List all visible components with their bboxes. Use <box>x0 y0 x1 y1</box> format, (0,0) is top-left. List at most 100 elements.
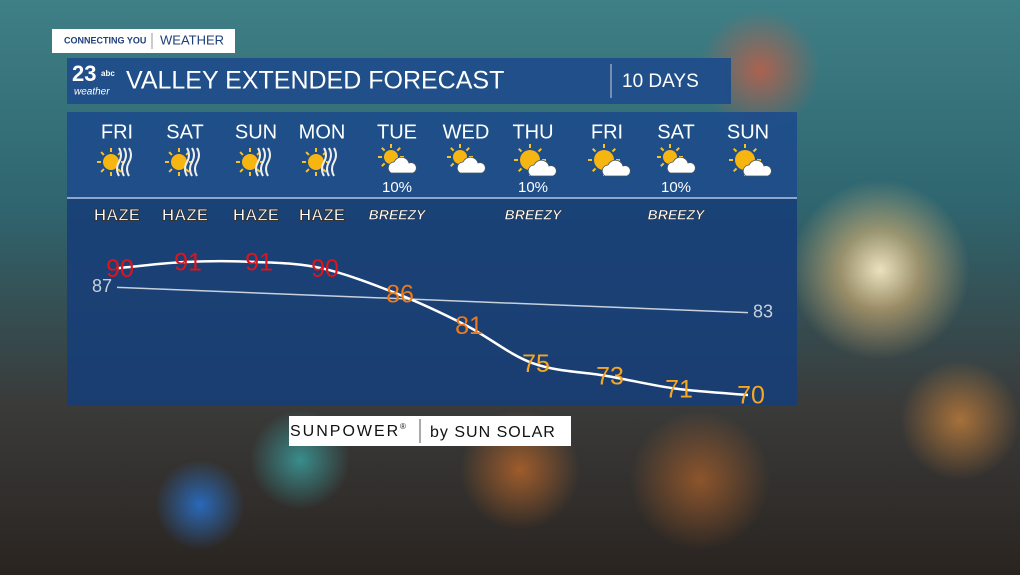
sun-ray <box>322 168 327 173</box>
haze-line <box>255 147 261 177</box>
temperature-label: 90 <box>311 255 339 283</box>
condition: BREEZY <box>505 207 563 223</box>
sun <box>103 154 119 170</box>
sun-ray <box>185 168 190 173</box>
day-name: SUN <box>235 121 277 143</box>
sun <box>171 154 187 170</box>
cloud <box>666 156 696 174</box>
sun-ray <box>305 168 310 173</box>
precip: 10% <box>518 179 548 196</box>
day-name: THU <box>512 121 553 143</box>
sun-ray <box>752 147 758 153</box>
sponsor-mark: ® <box>400 422 406 431</box>
sun-ray <box>517 147 523 153</box>
sun-ray <box>537 147 543 153</box>
day-name: WED <box>443 121 490 143</box>
haze-line <box>116 147 122 177</box>
normal-line <box>116 286 749 314</box>
sun-ray <box>396 147 401 152</box>
title: VALLEY EXTENDED FORECAST <box>126 67 504 95</box>
sun-ray <box>675 147 680 152</box>
sun-ray <box>381 162 386 167</box>
sponsor-by: by SUN SOLAR <box>430 424 556 441</box>
cloud <box>742 159 772 177</box>
temperature-label: 91 <box>174 249 202 277</box>
sun-ray <box>239 151 244 156</box>
sun <box>308 154 324 170</box>
day-name: SAT <box>657 121 694 143</box>
cloud <box>387 156 417 174</box>
condition: BREEZY <box>369 207 427 223</box>
sun-ray <box>168 151 173 156</box>
sun-ray <box>660 162 665 167</box>
sponsor-brand: SUNPOWER <box>290 423 400 440</box>
temperature-label: 75 <box>522 350 550 378</box>
condition: HAZE <box>299 205 345 224</box>
haze-line <box>121 147 127 177</box>
temperature-label: 81 <box>455 312 483 340</box>
condition: HAZE <box>162 205 208 224</box>
sun-ray <box>168 168 173 173</box>
chart-panel <box>67 199 797 405</box>
temperature-chart: 87 83 90 91 91 90 86 81 75 73 71 70 <box>92 249 773 410</box>
precip: 10% <box>661 179 691 196</box>
haze-line <box>194 147 200 177</box>
day-name: FRI <box>591 121 623 143</box>
haze-line <box>321 147 327 177</box>
temperature-label: 90 <box>106 255 134 283</box>
sun-ray <box>305 151 310 156</box>
haze-line <box>260 147 266 177</box>
sun-ray <box>100 151 105 156</box>
cloud <box>456 156 486 174</box>
temperature-label: 71 <box>665 375 693 403</box>
haze-line <box>331 147 337 177</box>
sun-ray <box>450 162 455 167</box>
condition: HAZE <box>233 205 279 224</box>
tag: CONNECTING YOU <box>64 35 146 45</box>
sun <box>242 154 258 170</box>
day-name: TUE <box>377 121 417 143</box>
sun-ray <box>239 168 244 173</box>
sun-ray <box>465 147 470 152</box>
temperature-label: 86 <box>386 280 414 308</box>
sun-ray <box>611 147 617 153</box>
tag-bar <box>52 29 235 53</box>
logo-network: abc <box>101 69 115 78</box>
sun-ray <box>100 168 105 173</box>
day-name: FRI <box>101 121 133 143</box>
precip: 10% <box>382 179 412 196</box>
haze-line <box>189 147 195 177</box>
section: WEATHER <box>160 32 224 47</box>
sun-ray <box>256 168 261 173</box>
sun-ray <box>117 168 122 173</box>
temperature-label: 73 <box>596 363 624 391</box>
temperature-label: 70 <box>737 382 765 410</box>
temperature-line <box>116 259 749 397</box>
day-name: MON <box>299 121 346 143</box>
cloud <box>527 159 557 177</box>
condition: BREEZY <box>648 207 706 223</box>
temperature-label: 91 <box>245 249 273 277</box>
sun-ray <box>732 147 738 153</box>
haze-line <box>184 147 190 177</box>
days: FRI HAZE SAT HAZE SUN HAZE MON HAZE TUE 10% BREEZY… <box>93 121 772 225</box>
sun-ray <box>517 167 523 173</box>
haze-line <box>326 147 332 177</box>
range: 10 DAYS <box>622 71 699 92</box>
haze-line <box>265 147 271 177</box>
day-name: SUN <box>727 121 769 143</box>
normal-label: 83 <box>753 301 773 321</box>
cloud <box>601 159 631 177</box>
sun-ray <box>732 167 738 173</box>
logo-word: weather <box>74 87 110 98</box>
normal-label: 87 <box>92 276 112 296</box>
sun-ray <box>591 147 597 153</box>
sun-ray <box>450 147 455 152</box>
logo-number: 23 <box>72 61 96 86</box>
sun-ray <box>381 147 386 152</box>
haze-line <box>126 147 132 177</box>
condition: HAZE <box>94 205 140 224</box>
title-bar <box>67 58 731 104</box>
